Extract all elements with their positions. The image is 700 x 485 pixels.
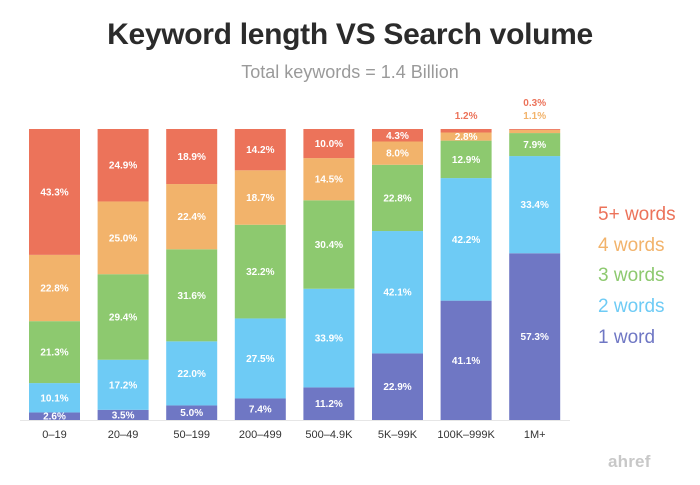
data-label: 22.8% (383, 193, 411, 204)
bar-segment (509, 156, 561, 254)
bar-segment (372, 353, 423, 420)
data-label: 27.5% (246, 354, 274, 365)
bar-segment (372, 129, 423, 142)
x-tick-label: 0–19 (42, 429, 66, 441)
legend-item-1-word: 1 word (598, 326, 656, 348)
bar-segment (97, 129, 149, 202)
data-label: 4.3% (386, 131, 409, 142)
bar-segment (303, 387, 355, 420)
data-label: 24.9% (109, 161, 137, 172)
bar-segment (440, 140, 492, 179)
bar-segment (29, 412, 80, 420)
bar-segment (97, 274, 149, 360)
legend: 5+ words 4 words 3 words 2 words 1 word (598, 200, 676, 353)
bar-segment (303, 200, 355, 289)
x-tick-label: 5K–99K (378, 429, 418, 441)
chart-title: Keyword length VS Search volume (107, 18, 593, 51)
data-label: 10.0% (315, 139, 343, 150)
data-label: 1.1% (523, 111, 546, 122)
data-label: 25.0% (109, 233, 137, 244)
data-label: 2.6% (43, 412, 66, 423)
legend-item-3-words: 3 words (598, 265, 665, 287)
bar-segment (303, 129, 355, 159)
data-label: 21.3% (40, 348, 68, 359)
bar-segment (166, 249, 218, 342)
data-label: 43.3% (40, 187, 68, 198)
legend-item-4-words: 4 words (598, 234, 665, 256)
bar-segment (97, 409, 149, 420)
data-label: 14.2% (246, 145, 274, 156)
ahrefs-logo: ahref (608, 452, 651, 471)
data-label: 11.2% (315, 399, 343, 410)
data-label: 42.1% (383, 288, 411, 299)
bar-segment (234, 170, 286, 225)
data-label: 22.4% (178, 212, 206, 223)
data-label: 30.4% (315, 240, 343, 251)
bar-segment (234, 318, 286, 399)
legend-item-5plus-words: 5+ words (598, 204, 676, 225)
data-label: 33.4% (521, 200, 549, 211)
x-tick-label: 100K–999K (437, 429, 495, 441)
data-label: 8.0% (386, 149, 409, 160)
bar-segment (509, 129, 561, 130)
data-label: 5.0% (180, 408, 203, 419)
data-label: 18.9% (178, 152, 206, 163)
data-label: 14.5% (315, 175, 343, 186)
chart-subtitle: Total keywords = 1.4 Billion (241, 62, 459, 82)
x-tick-label: 500–4.9K (305, 429, 353, 441)
bar-segment (97, 359, 149, 410)
data-label: 31.6% (178, 291, 206, 302)
data-label: 42.2% (452, 235, 480, 246)
bar-segment (372, 231, 423, 354)
bar-segment (440, 300, 492, 420)
bar-segment (166, 405, 218, 420)
x-tick-label: 50–199 (173, 429, 210, 441)
data-label: 22.8% (40, 284, 68, 295)
bar-segment (29, 321, 80, 384)
bar-segment (29, 129, 80, 255)
bar-segment (440, 178, 492, 301)
bar-segment (440, 132, 492, 141)
bar-segment (166, 184, 218, 250)
bar-segment (509, 253, 561, 420)
data-label: 1.2% (455, 111, 478, 122)
bar-segment (234, 224, 286, 319)
bar-segment (234, 398, 286, 420)
bar-segment (166, 341, 218, 406)
data-label: 57.3% (521, 332, 549, 343)
bar-segment (372, 141, 423, 165)
data-label: 2.8% (455, 132, 478, 143)
data-label: 17.2% (109, 380, 137, 391)
legend-item-2-words: 2 words (598, 296, 665, 318)
x-tick-label: 200–499 (239, 429, 282, 441)
bar-segment (440, 129, 492, 133)
bar-segment (29, 254, 80, 322)
data-label: 7.9% (523, 140, 546, 151)
data-label: 41.1% (452, 356, 480, 367)
bar-segment (509, 129, 561, 134)
data-label: 3.5% (112, 410, 135, 421)
data-label: 12.9% (452, 155, 480, 166)
data-label: 18.7% (246, 193, 274, 204)
bar-segment (372, 164, 423, 232)
bar-segment (303, 158, 355, 201)
bar-segment (29, 383, 80, 413)
data-label: 29.4% (109, 312, 137, 323)
data-label: 22.0% (178, 369, 206, 380)
bar-segment (234, 129, 286, 171)
data-label: 33.9% (315, 334, 343, 345)
bar-segment (509, 133, 561, 157)
data-label: 22.9% (383, 382, 411, 393)
x-tick-label: 20–49 (108, 429, 139, 441)
data-label: 32.2% (246, 267, 274, 278)
data-label: 10.1% (40, 393, 68, 404)
data-label: 7.4% (249, 405, 272, 416)
x-tick-label: 1M+ (524, 429, 546, 441)
data-label: 0.3% (523, 98, 546, 109)
bar-segment (97, 201, 149, 275)
bar-segment (303, 288, 355, 388)
bar-segment (166, 129, 218, 185)
